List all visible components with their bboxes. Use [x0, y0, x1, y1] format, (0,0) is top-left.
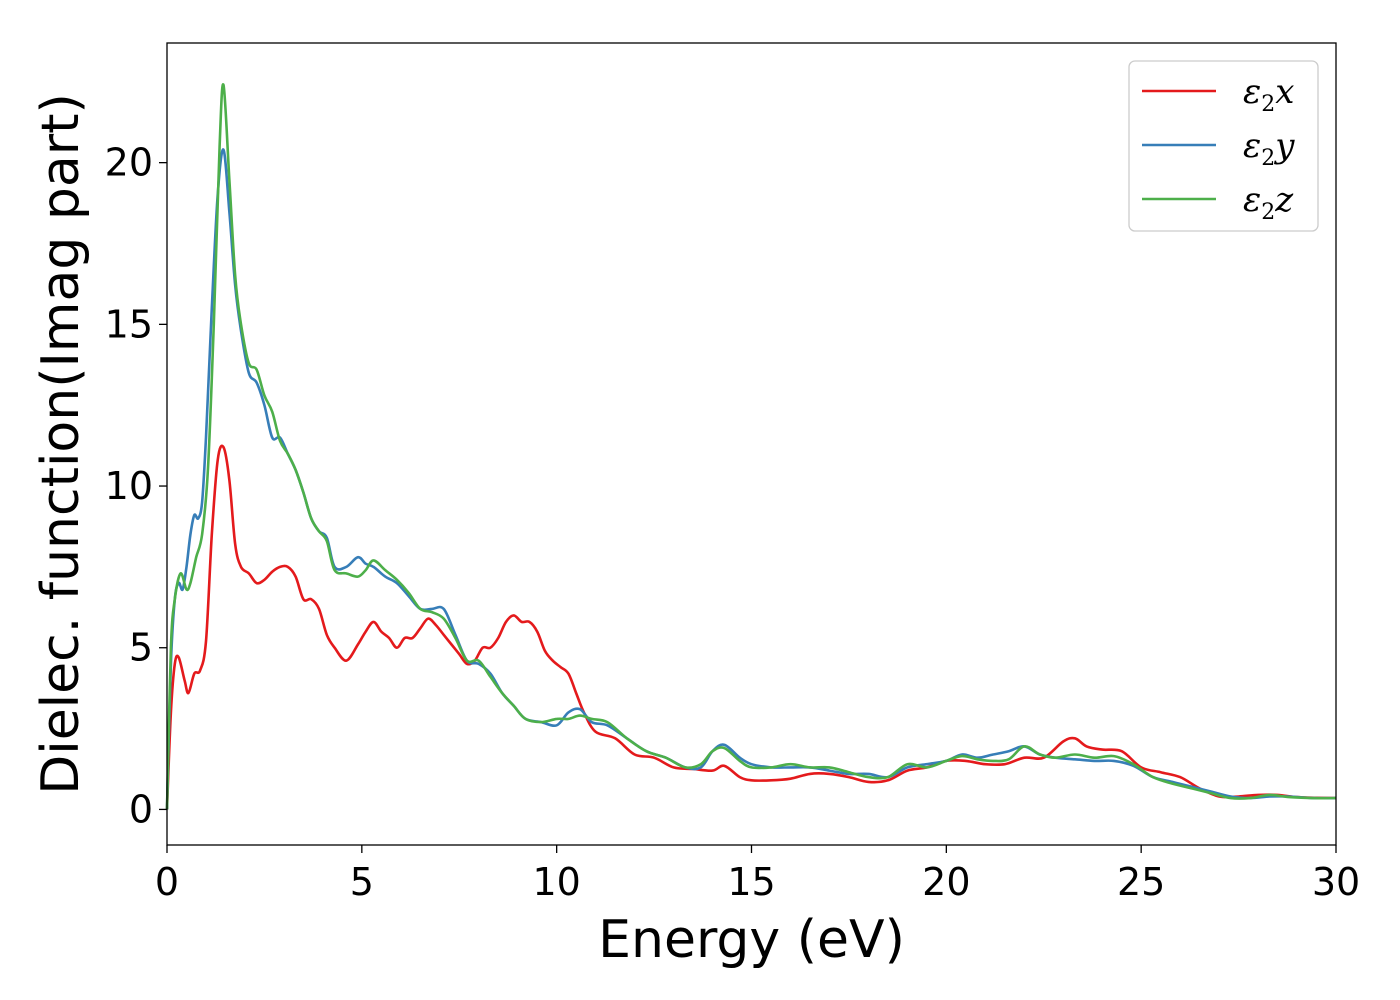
series-line-x — [165, 444, 1337, 810]
series-lines — [165, 83, 1337, 810]
series-line-z — [165, 83, 1337, 810]
legend-label-z: ε2z — [1243, 180, 1294, 225]
x-tick-label: 5 — [350, 860, 374, 904]
legend: ε2x ε2y ε2z — [1128, 60, 1319, 232]
x-axis-title: Energy (eV) — [598, 910, 905, 970]
y-tick-label: 10 — [105, 464, 153, 508]
x-tick-label: 15 — [727, 860, 775, 904]
y-tick-label: 5 — [129, 626, 153, 670]
x-tick-label: 10 — [532, 860, 580, 904]
x-tick-label: 25 — [1117, 860, 1165, 904]
y-axis-title: Dielec. function(Imag part) — [31, 93, 91, 795]
x-tick-label: 20 — [922, 860, 970, 904]
y-tick-label: 0 — [129, 787, 153, 831]
y-axis: 0 5 10 15 20 — [105, 141, 167, 831]
x-tick-label: 0 — [155, 860, 179, 904]
legend-label-x: ε2x — [1243, 72, 1294, 117]
legend-label-y: ε2y — [1243, 126, 1295, 171]
x-tick-label: 30 — [1312, 860, 1360, 904]
y-tick-label: 20 — [105, 141, 153, 185]
y-tick-label: 15 — [105, 302, 153, 346]
legend-box — [1128, 60, 1319, 232]
x-axis: 0 5 10 15 20 25 30 — [155, 845, 1360, 904]
